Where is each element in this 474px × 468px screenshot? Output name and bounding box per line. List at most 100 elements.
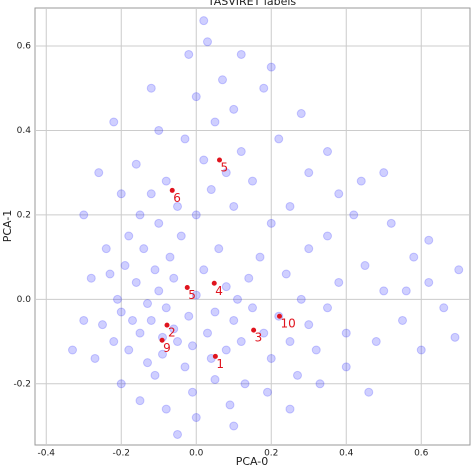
point (416, 345, 426, 355)
point (206, 185, 216, 195)
point (221, 282, 231, 292)
labeled-point (159, 337, 165, 343)
point (349, 210, 359, 220)
point (225, 400, 235, 410)
labeled-point (277, 313, 282, 319)
point (135, 396, 145, 406)
labeled-point (169, 187, 175, 193)
point (180, 134, 190, 144)
point (236, 49, 246, 59)
point (248, 176, 257, 186)
point (379, 286, 389, 296)
point (266, 353, 276, 363)
point-label: 2 (168, 326, 176, 340)
point (135, 210, 145, 220)
point (131, 277, 141, 287)
y-tick-label: 0.4 (17, 126, 32, 136)
point (229, 315, 239, 325)
point (236, 337, 246, 347)
point (221, 168, 231, 178)
point (323, 303, 332, 313)
point (439, 303, 449, 313)
point (154, 218, 164, 228)
y-tick-label: 0.6 (17, 42, 32, 52)
point (124, 345, 134, 355)
point (379, 168, 389, 178)
point (229, 201, 239, 211)
point-label: 3 (255, 331, 263, 345)
point (116, 379, 126, 389)
point (158, 349, 167, 359)
point (146, 315, 156, 325)
point (173, 201, 182, 211)
point (143, 358, 152, 368)
point-label: 5 (221, 161, 229, 175)
point (113, 294, 122, 304)
point (315, 379, 325, 389)
point (173, 337, 182, 347)
point (229, 104, 239, 114)
point (203, 37, 212, 47)
y-tick-label: 0.2 (17, 210, 31, 220)
plot-area (34, 7, 471, 446)
point (334, 189, 344, 199)
point (161, 176, 171, 186)
labeled-point (212, 353, 218, 359)
point (285, 201, 295, 211)
point (143, 299, 152, 309)
point-label: 9 (163, 341, 171, 355)
y-tick-label: 0.0 (17, 295, 32, 305)
point (259, 328, 269, 338)
x-tick-label: 0.2 (264, 449, 278, 459)
point (203, 328, 212, 338)
point (371, 337, 381, 347)
point (109, 337, 119, 347)
point (146, 189, 156, 199)
point (285, 404, 295, 414)
point (424, 235, 434, 245)
point (210, 307, 220, 317)
labeled-point (184, 285, 190, 291)
point (266, 218, 276, 228)
point (101, 244, 111, 254)
point (154, 286, 164, 296)
point (214, 244, 224, 254)
point (199, 155, 209, 165)
y-axis-label: PCA-1 (1, 210, 14, 243)
point (293, 370, 302, 380)
point (154, 125, 164, 135)
point (259, 83, 269, 93)
point (255, 252, 265, 262)
point (124, 231, 134, 241)
x-tick-label: 0.4 (339, 449, 354, 459)
point (199, 265, 209, 275)
point (191, 210, 201, 220)
point (296, 109, 306, 119)
chart-title: TASVIRET labels (207, 0, 297, 8)
point (263, 387, 272, 397)
point (135, 328, 145, 338)
point (236, 147, 246, 157)
point (311, 345, 321, 355)
point (210, 117, 220, 127)
point (184, 49, 194, 59)
point (281, 269, 291, 279)
point-label: 6 (173, 191, 181, 205)
point (334, 277, 344, 287)
point (161, 404, 171, 414)
point (98, 320, 107, 330)
point (109, 117, 119, 127)
x-tick-label: -0.4 (37, 449, 55, 459)
point (296, 294, 306, 304)
point (150, 265, 160, 275)
point (79, 315, 89, 325)
point (188, 341, 197, 351)
point (233, 294, 242, 304)
point (450, 332, 460, 342)
point (169, 324, 179, 334)
point (176, 231, 186, 241)
point (150, 370, 160, 380)
point (146, 83, 156, 93)
point (218, 75, 227, 85)
